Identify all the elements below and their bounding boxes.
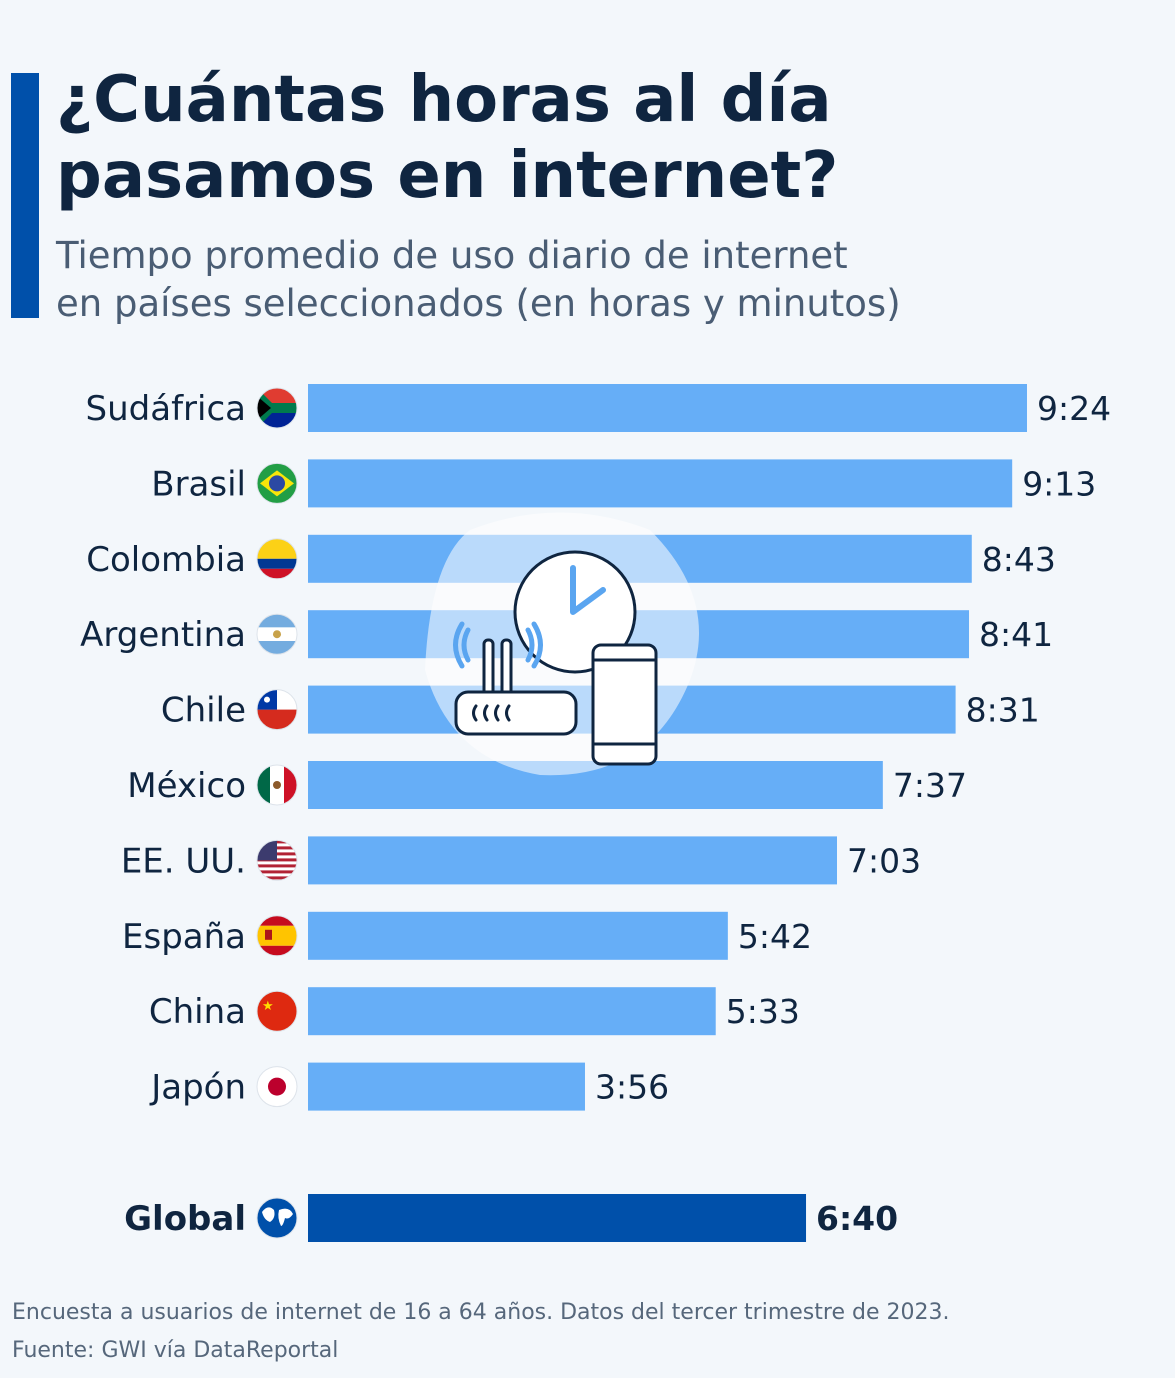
title-accent-bar: [11, 73, 39, 318]
subtitle-line-2: en países seleccionados (en horas y minu…: [56, 282, 901, 325]
globe-icon: [257, 1198, 297, 1238]
page-title: ¿Cuántas horas al día pasamos en interne…: [56, 63, 839, 213]
bar-row: Brasil 9:13: [151, 459, 1096, 508]
category-label: Argentina: [80, 615, 246, 655]
flag-japan: [257, 1066, 297, 1107]
bar-row: España 5:42: [122, 911, 812, 960]
value-label: 9:13: [1022, 464, 1096, 503]
bar: [308, 459, 1013, 508]
category-label: Brasil: [151, 464, 246, 504]
value-label: 7:03: [847, 841, 921, 880]
clock-icon: [513, 550, 637, 674]
value-label: 6:40: [816, 1199, 898, 1238]
svg-text:★: ★: [262, 999, 274, 1014]
value-label: 8:31: [966, 691, 1040, 730]
bar-row: EE. UU. 7:03: [121, 836, 921, 885]
value-label: 8:43: [982, 540, 1056, 579]
value-label: 9:24: [1037, 389, 1111, 428]
category-label: México: [127, 766, 246, 806]
bar: [308, 987, 716, 1036]
value-label: 3:56: [595, 1068, 669, 1107]
subtitle: Tiempo promedio de uso diario de interne…: [56, 232, 1056, 328]
category-label: Japón: [149, 1068, 246, 1108]
flag-colombia: [257, 538, 297, 579]
footer-source: Fuente: GWI vía DataReportal: [12, 1338, 339, 1363]
bar: [308, 1194, 807, 1242]
wifi-router-icon: [453, 621, 578, 736]
category-label: China: [149, 992, 246, 1032]
bar: [308, 911, 728, 960]
value-label: 7:37: [893, 766, 967, 805]
smartphone-icon: [591, 643, 658, 766]
category-label: Sudáfrica: [86, 389, 246, 429]
bar-row: Japón 3:56: [149, 1062, 669, 1111]
bar-row: Sudáfrica 9:24: [86, 384, 1111, 432]
value-label: 5:33: [726, 992, 800, 1031]
category-label: Global: [124, 1199, 246, 1239]
value-label: 8:41: [979, 615, 1053, 654]
category-label: Colombia: [86, 540, 246, 580]
bar-row: China 5:33 ★: [149, 987, 800, 1036]
category-label: Chile: [161, 691, 246, 731]
flag-spain: [257, 915, 297, 956]
flag-south-africa: [257, 388, 297, 428]
flag-china: ★: [257, 991, 297, 1032]
bar: [308, 836, 837, 885]
footer-note: Encuesta a usuarios de internet de 16 a …: [12, 1300, 950, 1325]
category-label: España: [122, 917, 246, 957]
flag-argentina: [257, 614, 297, 655]
flag-brazil: [257, 463, 297, 504]
bar-row-global: Global 6:40: [124, 1194, 898, 1242]
illustration: [425, 512, 699, 776]
bar: [308, 384, 1027, 432]
category-label: EE. UU.: [121, 841, 246, 881]
bar-row: México 7:37: [127, 761, 967, 809]
value-label: 5:42: [738, 917, 812, 956]
subtitle-line-1: Tiempo promedio de uso diario de interne…: [56, 234, 848, 277]
flag-mexico: [257, 765, 297, 805]
bar: [308, 1062, 585, 1111]
